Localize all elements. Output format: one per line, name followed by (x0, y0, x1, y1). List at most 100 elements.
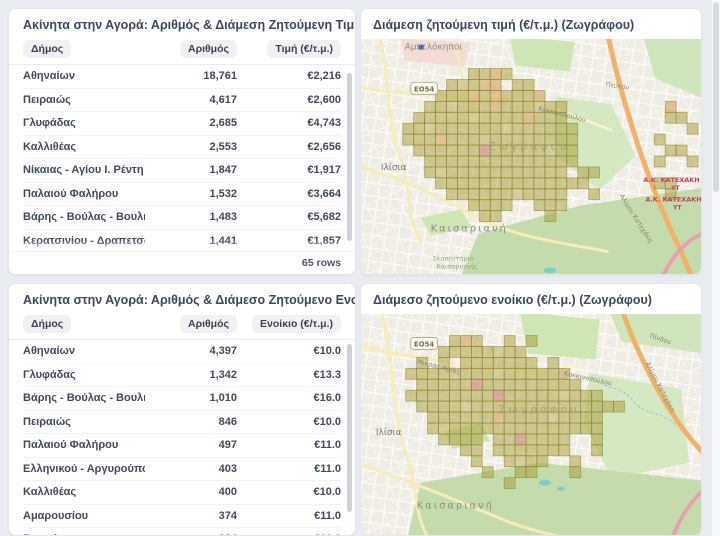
municipality-cell: Γλυφάδας (23, 117, 76, 130)
table-row[interactable]: Κερατσινίου - Δραπετσώνας 1,441 €1,857 (23, 230, 341, 252)
panel-price-map: Διάμεση ζητούμενη τιμή (€/τ.μ.) (Ζωγράφο… (360, 8, 702, 275)
table-row[interactable]: Παλαιού Φαλήρου 1,532 €3,664 (23, 183, 341, 206)
svg-text:Αμπελόκηποι: Αμπελόκηποι (405, 42, 463, 53)
municipality-cell: Νίκαιας - Αγίου Ι. Ρέντη (23, 164, 144, 177)
table-row[interactable]: Γλυφάδας 1,342 €13.3 (23, 364, 341, 387)
svg-text:ΥΤ: ΥΤ (672, 205, 682, 212)
municipality-cell: Πειραιώς (23, 415, 71, 428)
header-cell: Δήμος (23, 314, 145, 333)
municipality-cell: Καλλιθέας (23, 486, 77, 499)
value-cell: €11.0 (314, 439, 341, 452)
price-table-scrollbar[interactable] (347, 73, 352, 241)
column-header-pill[interactable]: Ενοίκιο (€/τ.μ.) (252, 315, 341, 333)
svg-text:ΕΟ54: ΕΟ54 (414, 340, 434, 348)
value-cell: 4,617 (209, 93, 237, 106)
price-table-body: Αθηναίων 18,761 €2,216 Πειραιώς 4,617 €2,600 Γ… (9, 65, 355, 251)
svg-text:ΕΟ54: ΕΟ54 (414, 85, 434, 93)
value-cell: €11.0 (237, 533, 341, 535)
table-row[interactable]: Ζωγράφου334€11.0 (23, 528, 341, 535)
panel-title-rent-table: Ακίνητα στην Αγορά: Αριθμός & Διάμεσο Ζη… (23, 293, 355, 307)
municipality-cell: Βάρης - Βούλας - Βουλιαγμένης (23, 392, 145, 405)
column-header-pill[interactable]: Αριθμός (180, 40, 237, 58)
table-row[interactable]: Γλυφάδας 2,685 €4,743 (23, 112, 341, 136)
header-cell: Δήμος (23, 39, 145, 58)
table-row[interactable]: Βάρης - Βούλας - Βουλιαγμένης 1,483 €5,682 (23, 206, 341, 230)
page-scrollbar-thumb[interactable] (713, 2, 719, 192)
municipality-cell: Αθηναίων (23, 70, 75, 83)
table-row[interactable]: Αθηναίων 18,761 €2,216 (23, 65, 341, 89)
svg-text:Ιλίσια: Ιλίσια (381, 163, 407, 173)
svg-text:Ζωγράφου: Ζωγράφου (488, 140, 569, 153)
header-cell: Αριθμός (145, 314, 237, 333)
value-cell: €10.0 (313, 486, 341, 499)
table-row[interactable]: Νίκαιας - Αγίου Ι. Ρέντη 1,847 €1,917 (23, 159, 341, 183)
value-cell: 2,553 (209, 140, 237, 153)
svg-text:Καισαριανή: Καισαριανή (431, 223, 508, 235)
table-row[interactable]: Αθηναίων 4,397 €10.0 (23, 340, 341, 364)
panel-title-rent-map: Διάμεσο ζητούμενο ενοίκιο (€/τ.μ.) (Ζωγρ… (361, 284, 701, 314)
value-cell: 400 (218, 486, 237, 499)
value-cell: €2,216 (307, 70, 341, 83)
rent-table-header: Δήμος Αριθμός Ενοίκιο (€/τ.μ.) (9, 312, 355, 340)
value-cell: 1,483 (209, 211, 237, 224)
column-header-pill[interactable]: Δήμος (23, 40, 72, 58)
value-cell: €13.3 (313, 368, 341, 381)
svg-text:Ζωγράφου: Ζωγράφου (498, 403, 579, 416)
value-cell: 4,397 (209, 345, 237, 358)
value-cell: 334 (145, 533, 237, 535)
table-row[interactable]: Πειραιώς 4,617 €2,600 (23, 89, 341, 112)
table-row[interactable]: Καλλιθέας 400 €10.0 (23, 481, 341, 505)
svg-text:Καισαριανής: Καισαριανής (437, 262, 478, 270)
table-row[interactable]: Ελληνικού - Αργυρούπολης 403 €11.0 (23, 458, 341, 481)
table-row[interactable]: Καλλιθέας 2,553 €2,656 (23, 136, 341, 159)
municipality-cell: Αμαρουσίου (23, 509, 89, 522)
column-header-pill[interactable]: Αριθμός (180, 315, 237, 333)
price-table-header: Δήμος Αριθμός Τιμή (€/τ.μ.) (9, 37, 355, 65)
table-row[interactable]: Αμαρουσίου 374 €11.0 (23, 505, 341, 528)
value-cell: €4,743 (307, 117, 341, 130)
value-cell: 1,847 (209, 164, 237, 177)
value-cell: €1,917 (307, 164, 341, 177)
svg-text:Πεύκου: Πεύκου (605, 80, 630, 91)
value-cell: 403 (218, 462, 237, 475)
rent-table-body: Αθηναίων 4,397 €10.0 Γλυφάδας 1,342 €13.3 Βάρη… (9, 340, 355, 535)
value-cell: €11.0 (314, 509, 341, 522)
price-map-canvas[interactable]: ΕΟ54 Αμπελόκηποι Ιλίσια Καισαριανή Ζωγράφου Σ… (361, 39, 701, 274)
value-cell: €10.0 (313, 415, 341, 428)
column-header-pill[interactable]: Δήμος (23, 315, 72, 333)
municipality-cell: Πειραιώς (23, 93, 71, 106)
value-cell: 846 (218, 415, 237, 428)
value-cell: 2,685 (209, 117, 237, 130)
value-cell: €16.0 (313, 392, 341, 405)
value-cell: 1,441 (209, 234, 237, 247)
municipality-cell: Βάρης - Βούλας - Βουλιαγμένης (23, 211, 145, 224)
panel-price-table: Ακίνητα στην Αγορά: Αριθμός & Διάμεση Ζη… (8, 8, 356, 275)
value-cell: 374 (218, 509, 237, 522)
municipality-cell: Παλαιού Φαλήρου (23, 187, 119, 200)
column-header-pill[interactable]: Τιμή (€/τ.μ.) (267, 40, 341, 58)
municipality-cell: Αθηναίων (23, 345, 75, 358)
value-cell: €11.0 (314, 462, 341, 475)
value-cell: 1,532 (209, 187, 237, 200)
svg-text:Καισαριανή: Καισαριανή (417, 500, 494, 512)
table-row[interactable]: Παλαιού Φαλήρου 497 €11.0 (23, 434, 341, 458)
header-cell: Ενοίκιο (€/τ.μ.) (237, 314, 341, 333)
page-scrollbar[interactable] (712, 0, 720, 536)
municipality-cell: Παλαιού Φαλήρου (23, 439, 119, 452)
rent-table-scrollbar[interactable] (347, 344, 352, 512)
table-row[interactable]: Βάρης - Βούλας - Βουλιαγμένης 1,010 €16.0 (23, 387, 341, 411)
value-cell: €10.0 (313, 345, 341, 358)
panel-title-price-map: Διάμεση ζητούμενη τιμή (€/τ.μ.) (Ζωγράφο… (361, 9, 701, 39)
value-cell: €5,682 (307, 211, 341, 224)
value-cell: €1,857 (307, 234, 341, 247)
table-row[interactable]: Πειραιώς 846 €10.0 (23, 411, 341, 434)
value-cell: 497 (218, 439, 237, 452)
panel-title-price-table: Ακίνητα στην Αγορά: Αριθμός & Διάμεση Ζη… (23, 18, 355, 32)
svg-text:Α.Κ. ΚΑΤΕΧΑΚΗ: Α.Κ. ΚΑΤΕΧΑΚΗ (643, 176, 699, 184)
municipality-cell: Ζωγράφου (23, 533, 145, 535)
svg-text:Α.Κ. ΚΑΤΕΧΑΚΗ: Α.Κ. ΚΑΤΕΧΑΚΗ (645, 196, 701, 204)
svg-text:Ιλίσια: Ιλίσια (376, 428, 402, 438)
municipality-cell: Καλλιθέας (23, 140, 77, 153)
